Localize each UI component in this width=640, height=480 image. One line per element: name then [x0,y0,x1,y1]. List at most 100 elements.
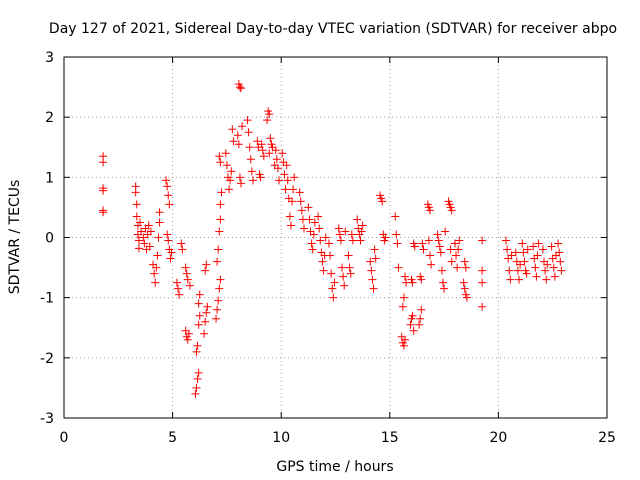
data-point [134,236,143,245]
data-point [195,290,204,299]
y-tick-label: 1 [45,170,54,186]
data-point [295,188,304,197]
data-point [347,230,356,239]
data-point [305,215,314,224]
data-point [391,212,400,221]
data-point [344,251,353,260]
data-point [215,152,224,161]
data-point [263,116,272,125]
data-point [185,281,194,290]
data-point [175,290,184,299]
data-point [244,128,253,137]
data-point [503,245,512,254]
data-point [213,305,222,314]
data-point [174,284,183,293]
data-point [447,206,456,215]
data-point [368,275,377,284]
data-point [460,257,469,266]
x-tick-label: 15 [381,430,399,446]
data-point [398,302,407,311]
data-point [194,299,203,308]
data-point [340,281,349,290]
data-point [554,239,563,248]
data-point [152,263,161,272]
data-point [216,200,225,209]
data-point [140,239,149,248]
y-tick-label: 3 [45,50,54,66]
data-point [478,236,487,245]
y-axis-label: SDTVAR / TECUs [7,180,23,295]
data-point [308,245,317,254]
data-point [181,263,190,272]
data-point [214,245,223,254]
x-tick-label: 25 [598,430,616,446]
data-point [172,278,181,287]
data-point [217,188,226,197]
data-point [278,149,287,158]
data-point [153,251,162,260]
data-point [315,224,324,233]
data-point [283,176,292,185]
data-point [532,272,541,281]
data-point [288,197,297,206]
data-point [459,278,468,287]
data-point [290,173,299,182]
data-point [275,176,284,185]
data-point [326,251,335,260]
data-point [164,236,173,245]
data-point [518,239,527,248]
data-point [453,263,462,272]
data-point [192,347,201,356]
y-tick-label: -2 [40,351,54,367]
data-point [543,260,552,269]
data-point [522,269,531,278]
data-point [136,218,145,227]
x-tick-label: 10 [272,430,290,446]
data-point [225,185,234,194]
data-point [145,242,154,251]
data-point [531,263,540,272]
data-point [137,227,146,236]
data-point [282,161,291,170]
data-point [297,206,306,215]
data-point [200,329,209,338]
data-point [399,293,408,302]
data-point [247,167,256,176]
data-point [134,244,143,253]
data-point [318,257,327,266]
data-point [273,164,282,173]
data-point [271,146,280,155]
data-point [258,146,267,155]
data-point [182,269,191,278]
data-point [131,188,140,197]
data-point [439,278,448,287]
data-point [367,266,376,275]
data-point [307,239,316,248]
data-point [505,266,514,275]
data-point [454,245,463,254]
data-point [437,266,446,275]
data-point [478,278,487,287]
data-point [201,317,210,326]
data-point [296,197,305,206]
data-point [289,185,298,194]
data-point [155,218,164,227]
data-point [334,224,343,233]
y-tick-label: -3 [40,411,54,427]
data-point [327,269,336,278]
data-point [381,233,390,242]
data-point [191,389,200,398]
y-tick-label: 2 [45,110,54,126]
data-point [228,125,237,134]
data-point [99,186,108,195]
data-point [519,248,528,257]
data-point [164,191,173,200]
data-point [462,293,471,302]
data-point [436,248,445,257]
data-point [533,251,542,260]
data-point [511,248,520,257]
data-point [338,263,347,272]
data-point [215,227,224,236]
data-point [144,221,153,230]
